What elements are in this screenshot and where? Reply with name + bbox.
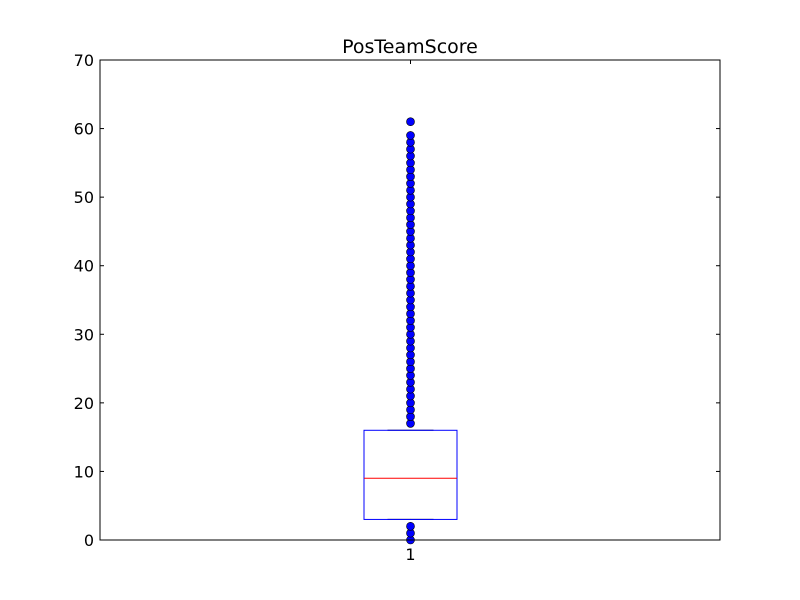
y-tick-label: 30	[74, 325, 94, 344]
y-tick-label: 70	[74, 51, 94, 70]
y-tick-label: 20	[74, 394, 94, 413]
outlier-point	[406, 117, 415, 127]
plot-frame	[99, 59, 721, 541]
chart-title: PosTeamScore	[342, 36, 478, 58]
y-tick-label: 40	[74, 257, 94, 276]
y-tick-label: 50	[74, 188, 94, 207]
box-iqr	[363, 429, 458, 520]
y-tick-label: 60	[74, 120, 94, 139]
y-tick-label: 0	[84, 531, 94, 550]
x-tick-label: 1	[405, 545, 415, 564]
outlier-point	[406, 521, 415, 531]
outlier-point	[406, 131, 415, 140]
y-tick-label: 10	[74, 462, 94, 481]
